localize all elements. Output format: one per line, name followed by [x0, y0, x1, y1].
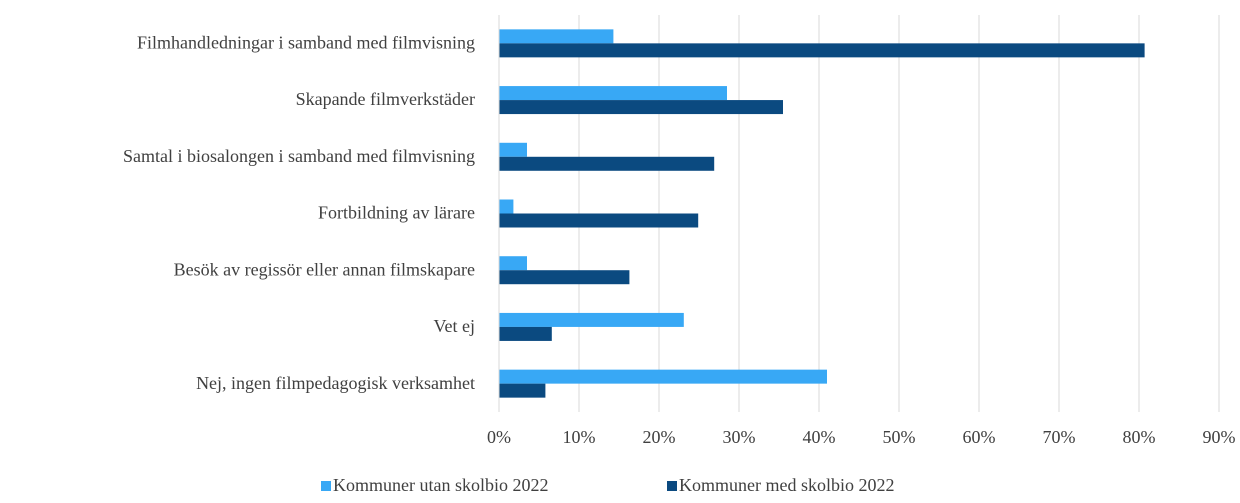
- bar: [499, 86, 727, 101]
- x-tick-label: 70%: [1043, 427, 1076, 447]
- x-tick-label: 40%: [803, 427, 836, 447]
- bar: [499, 213, 699, 228]
- legend-label: Kommuner med skolbio 2022: [679, 475, 894, 495]
- x-tick-label: 60%: [963, 427, 996, 447]
- bar: [499, 100, 783, 115]
- y-tick-label: Fortbildning av lärare: [318, 203, 475, 223]
- bar: [499, 29, 614, 44]
- bar: [499, 156, 715, 171]
- y-tick-label: Skapande filmverkstäder: [296, 89, 475, 109]
- x-tick-label: 50%: [883, 427, 916, 447]
- x-tick-label: 0%: [487, 427, 511, 447]
- legend-swatch: [667, 481, 677, 491]
- y-tick-label: Samtal i biosalongen i samband med filmv…: [123, 146, 475, 166]
- bar: [499, 256, 527, 271]
- y-tick-label: Filmhandledningar i samband med filmvisn…: [137, 32, 475, 52]
- x-tick-label: 90%: [1203, 427, 1236, 447]
- x-tick-label: 30%: [723, 427, 756, 447]
- legend-swatch: [321, 481, 331, 491]
- bar: [499, 312, 684, 327]
- bar: [499, 43, 1145, 58]
- x-tick-label: 20%: [643, 427, 676, 447]
- y-tick-label: Besök av regissör eller annan filmskapar…: [174, 259, 475, 279]
- y-tick-label: Vet ej: [434, 316, 475, 336]
- bar: [499, 326, 552, 341]
- x-tick-label: 80%: [1123, 427, 1156, 447]
- bar: [499, 270, 630, 285]
- bar: [499, 199, 514, 214]
- bar: [499, 369, 827, 384]
- bar: [499, 383, 546, 398]
- legend-label: Kommuner utan skolbio 2022: [333, 475, 548, 495]
- x-tick-label: 10%: [563, 427, 596, 447]
- y-tick-label: Nej, ingen filmpedagogisk verksamhet: [196, 373, 475, 393]
- bar: [499, 142, 527, 157]
